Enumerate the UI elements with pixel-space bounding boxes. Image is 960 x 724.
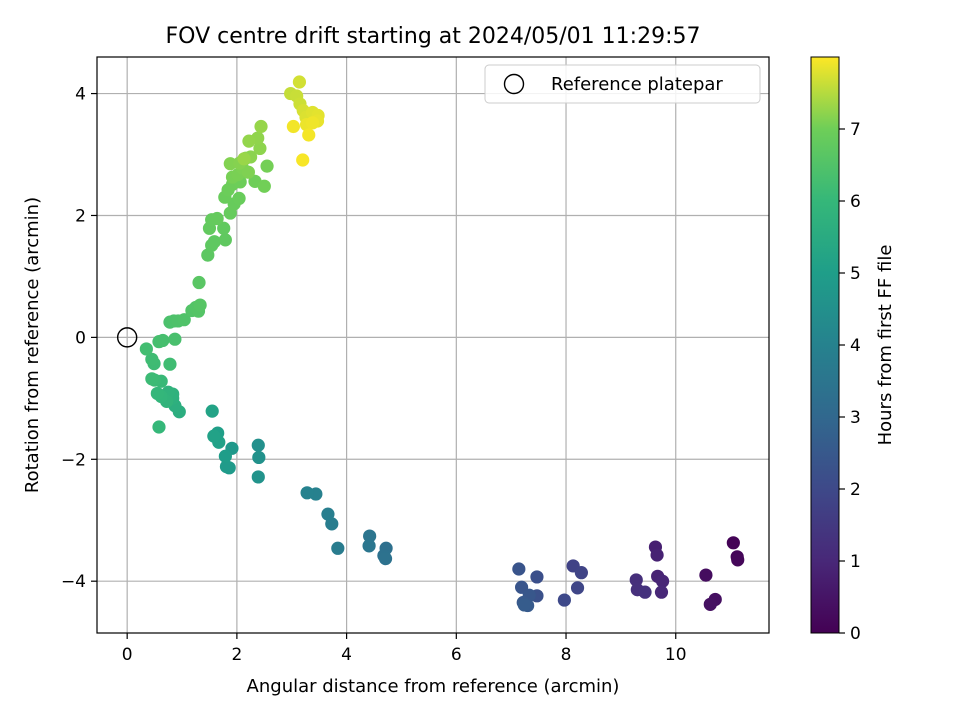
data-point <box>253 141 267 156</box>
data-point <box>232 191 246 206</box>
data-point <box>726 536 740 550</box>
grid-lines <box>97 57 769 633</box>
reference-marker-layer <box>116 327 138 348</box>
data-point <box>362 539 376 553</box>
data-point <box>163 357 177 371</box>
data-point <box>655 574 670 588</box>
data-point <box>305 116 320 130</box>
data-point <box>207 235 221 249</box>
data-point <box>152 420 166 434</box>
x-tick-label: 8 <box>561 645 572 665</box>
data-point <box>210 211 224 226</box>
data-point <box>207 429 221 443</box>
colorbar-ticks: 0 1 2 3 4 5 6 7 <box>839 120 861 644</box>
data-point <box>699 568 713 582</box>
data-point <box>219 460 234 474</box>
colorbar <box>810 56 840 634</box>
data-point <box>574 566 588 580</box>
chart-title: FOV centre drift starting at 2024/05/01 … <box>166 24 701 49</box>
reference-marker <box>116 327 138 348</box>
data-point <box>286 119 300 134</box>
data-point <box>145 352 159 366</box>
data-point <box>296 153 310 167</box>
colorbar-tick-label: 0 <box>850 624 861 644</box>
colorbar-tick-label: 6 <box>850 192 861 212</box>
data-point <box>570 581 585 595</box>
data-point <box>205 404 219 418</box>
data-point <box>654 585 669 599</box>
data-point <box>302 128 316 142</box>
x-tick-label: 2 <box>231 645 242 665</box>
data-point <box>177 313 191 327</box>
colorbar-tick-label: 7 <box>850 120 861 140</box>
x-tick-label: 4 <box>341 645 352 665</box>
y-axis-label: Rotation from reference (arcmin) <box>22 197 43 493</box>
colorbar-tick-label: 1 <box>850 552 861 572</box>
scatter-points <box>139 75 745 613</box>
data-point <box>252 450 266 465</box>
legend-box <box>484 64 761 104</box>
data-point <box>242 134 256 148</box>
colorbar-tick-label: 4 <box>850 336 861 356</box>
x-axis-label: Angular distance from reference (arcmin) <box>247 676 620 697</box>
x-tick-label: 0 <box>122 645 133 665</box>
legend-label: Reference platepar <box>551 74 723 95</box>
y-tick-label: 0 <box>75 328 86 348</box>
data-point <box>251 438 265 452</box>
data-point <box>139 342 153 356</box>
y-axis-ticks: −4 −2 0 2 4 <box>61 85 97 592</box>
data-point <box>378 552 393 566</box>
data-point <box>237 152 251 166</box>
colorbar-label: Hours from first FF file <box>875 245 896 446</box>
x-tick-label: 6 <box>451 645 462 665</box>
data-point <box>300 486 314 500</box>
data-point <box>512 562 526 576</box>
data-point <box>260 159 274 173</box>
data-point <box>217 221 231 235</box>
y-tick-label: −2 <box>61 450 86 470</box>
y-tick-label: 4 <box>75 85 86 105</box>
data-point <box>638 585 652 599</box>
data-point <box>557 593 571 607</box>
y-tick-label: 2 <box>75 206 86 226</box>
colorbar-tick-label: 3 <box>850 408 861 428</box>
data-point <box>731 553 745 567</box>
plot-frame <box>96 56 770 634</box>
data-point <box>292 75 307 89</box>
x-axis-ticks: 0 2 4 6 8 10 <box>122 633 687 665</box>
data-point <box>517 598 531 612</box>
data-point <box>331 541 345 555</box>
data-point <box>321 507 335 521</box>
data-point <box>530 570 544 584</box>
legend: Reference platepar <box>484 64 761 104</box>
data-point <box>145 372 159 386</box>
y-tick-label: −4 <box>61 572 86 592</box>
data-point <box>257 179 271 193</box>
colorbar-tick-label: 5 <box>850 264 861 284</box>
data-point <box>241 165 256 179</box>
data-point <box>192 275 206 290</box>
data-point <box>363 529 377 543</box>
data-point <box>650 548 664 562</box>
data-point <box>218 449 232 463</box>
data-point <box>150 386 164 401</box>
data-point <box>254 119 268 134</box>
data-point <box>251 470 265 484</box>
legend-reference-marker <box>503 73 525 95</box>
data-point <box>629 573 643 587</box>
x-tick-label: 10 <box>665 645 687 665</box>
data-point <box>218 233 232 247</box>
data-point <box>703 597 717 611</box>
data-point <box>168 332 182 346</box>
data-point <box>156 333 170 348</box>
data-point <box>193 298 207 312</box>
colorbar-tick-label: 2 <box>850 480 861 500</box>
